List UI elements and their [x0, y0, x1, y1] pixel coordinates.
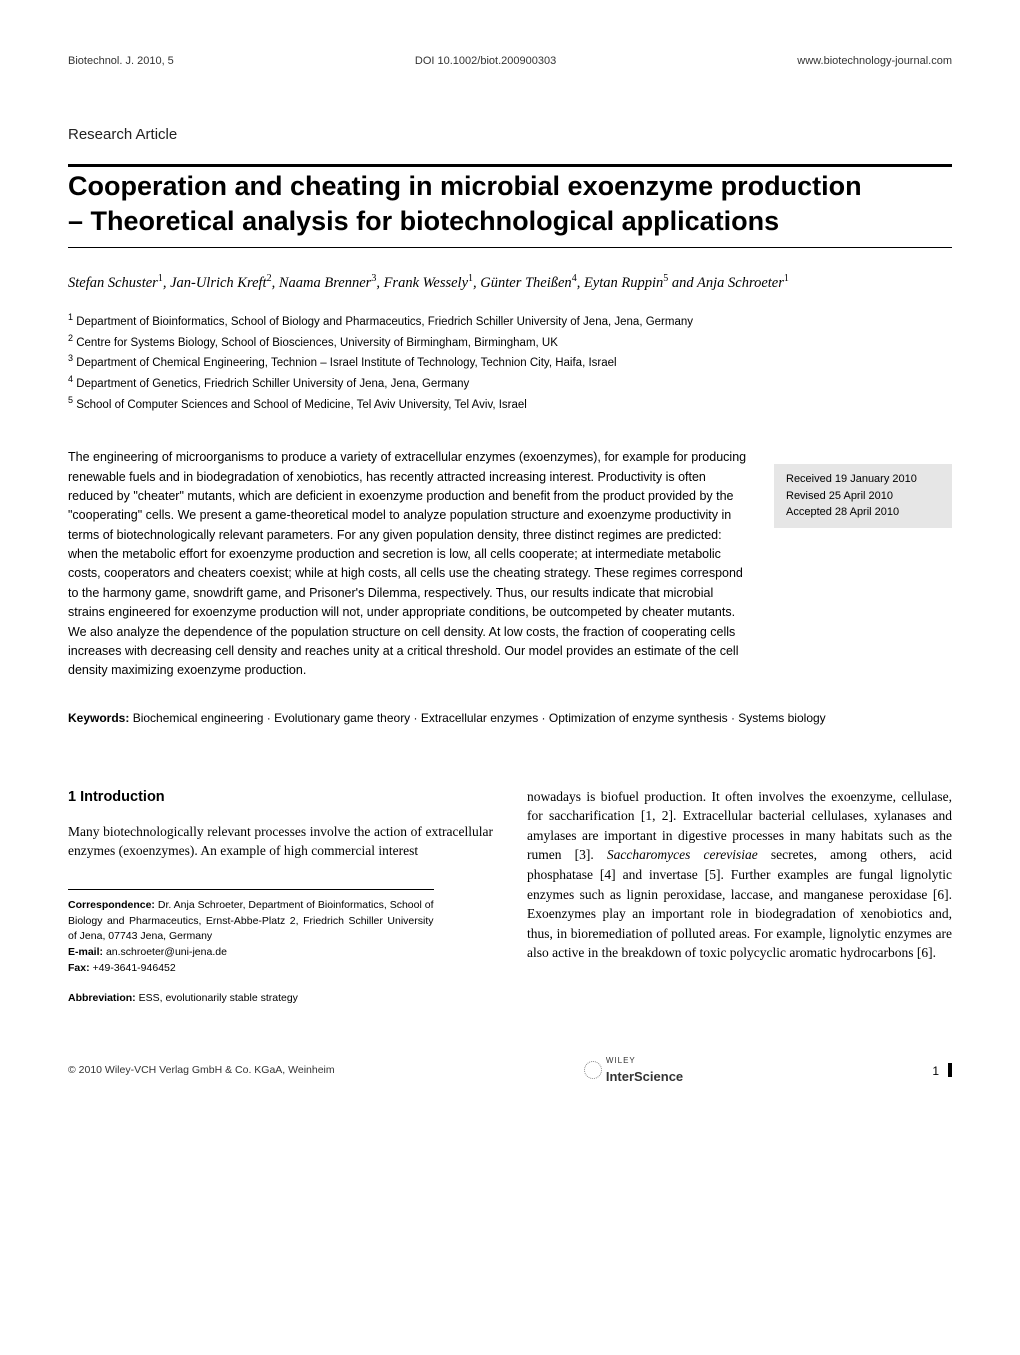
title-rule-bottom [68, 247, 952, 248]
header-center: DOI 10.1002/biot.200900303 [415, 54, 556, 70]
page-edge-mark [948, 1063, 952, 1077]
copyright-text: © 2010 Wiley-VCH Verlag GmbH & Co. KGaA,… [68, 1063, 335, 1078]
abbreviation-block: Abbreviation: ESS, evolutionarily stable… [68, 991, 493, 1006]
wiley-label: WILEY [606, 1056, 636, 1065]
intro-para-right: nowadays is biofuel production. It often… [527, 787, 952, 963]
fax-label: Fax: [68, 962, 90, 974]
abstract-text: The engineering of microorganisms to pro… [68, 448, 750, 681]
publisher-logo: WILEY InterScience [584, 1054, 683, 1087]
date-revised: Revised 25 April 2010 [786, 488, 940, 505]
running-header: Biotechnol. J. 2010, 5 DOI 10.1002/biot.… [68, 54, 952, 70]
title-line-1: Cooperation and cheating in microbial ex… [68, 171, 862, 201]
correspondence-email: an.schroeter@uni-jena.de [106, 946, 227, 958]
body-columns: 1 Introduction Many biotechnologically r… [68, 787, 952, 1006]
keywords-section: Keywords: Biochemical engineering · Evol… [68, 709, 952, 727]
article-dates-box: Received 19 January 2010 Revised 25 Apri… [774, 464, 952, 528]
date-received: Received 19 January 2010 [786, 471, 940, 488]
abbreviation-label: Abbreviation: [68, 992, 136, 1004]
affiliations: 1 Department of Bioinformatics, School o… [68, 311, 952, 414]
column-right: nowadays is biofuel production. It often… [527, 787, 952, 1006]
keywords-list: Biochemical engineering · Evolutionary g… [133, 711, 826, 725]
email-label: E-mail: [68, 946, 103, 958]
title-line-2: – Theoretical analysis for biotechnologi… [68, 206, 779, 236]
abbreviation-text: ESS, evolutionarily stable strategy [139, 992, 298, 1004]
header-right: www.biotechnology-journal.com [797, 54, 952, 70]
page-number-wrap: 1 [932, 1061, 952, 1080]
correspondence-fax: +49-3641-946452 [93, 962, 176, 974]
page-footer: © 2010 Wiley-VCH Verlag GmbH & Co. KGaA,… [68, 1054, 952, 1087]
title-rule-top [68, 164, 952, 167]
date-accepted: Accepted 28 April 2010 [786, 504, 940, 521]
column-left: 1 Introduction Many biotechnologically r… [68, 787, 493, 1006]
article-type: Research Article [68, 124, 952, 146]
interscience-icon [584, 1061, 602, 1079]
interscience-brand: InterScience [606, 1069, 683, 1084]
intro-para-left: Many biotechnologically relevant process… [68, 822, 493, 861]
page-number: 1 [932, 1064, 939, 1078]
author-list: Stefan Schuster1, Jan-Ulrich Kreft2, Naa… [68, 272, 952, 293]
header-left: Biotechnol. J. 2010, 5 [68, 54, 174, 70]
abstract-section: The engineering of microorganisms to pro… [68, 448, 952, 681]
section-heading-introduction: 1 Introduction [68, 787, 493, 808]
keywords-label: Keywords: [68, 711, 129, 725]
article-title: Cooperation and cheating in microbial ex… [68, 169, 952, 239]
correspondence-label: Correspondence: [68, 899, 155, 911]
correspondence-block: Correspondence: Dr. Anja Schroeter, Depa… [68, 889, 434, 977]
